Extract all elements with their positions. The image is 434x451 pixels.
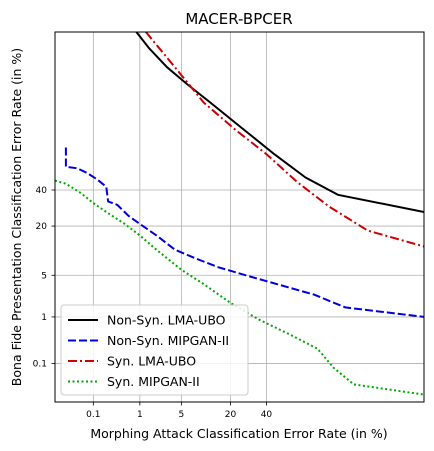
y-axis-ticks: 0.1 1 5 20 40 — [33, 186, 55, 370]
y-tick-label: 0.1 — [33, 360, 47, 370]
legend-label-4: Syn. MIPGAN-II — [107, 374, 200, 389]
y-tick-label: 5 — [41, 271, 47, 281]
x-axis-label: Morphing Attack Classification Error Rat… — [90, 426, 387, 441]
chart-title: MACER-BPCER — [185, 10, 292, 28]
series-layer — [55, 32, 424, 396]
y-axis-label: Bona Fide Presentation Classification Er… — [9, 48, 24, 386]
legend-label-2: Non-Syn. MIPGAN-II — [107, 333, 229, 348]
series-line-2 — [64, 147, 424, 318]
y-tick-label: 1 — [41, 313, 47, 323]
y-tick-label: 40 — [36, 186, 48, 196]
x-tick-label: 1 — [137, 410, 143, 420]
series-line-3 — [145, 32, 424, 248]
y-tick-label: 20 — [36, 222, 48, 232]
legend: Non-Syn. LMA-UBO Non-Syn. MIPGAN-II Syn. L… — [60, 304, 249, 396]
x-tick-label: 40 — [261, 410, 273, 420]
x-axis-ticks: 0.1 1 5 20 40 — [86, 402, 272, 420]
legend-box — [60, 304, 249, 396]
x-tick-label: 0.1 — [86, 410, 100, 420]
x-tick-label: 20 — [225, 410, 237, 420]
series-line-1 — [135, 32, 424, 213]
legend-label-3: Syn. LMA-UBO — [107, 354, 196, 369]
plot-frame — [54, 31, 425, 403]
legend-label-1: Non-Syn. LMA-UBO — [107, 313, 226, 328]
x-tick-label: 5 — [179, 410, 185, 420]
